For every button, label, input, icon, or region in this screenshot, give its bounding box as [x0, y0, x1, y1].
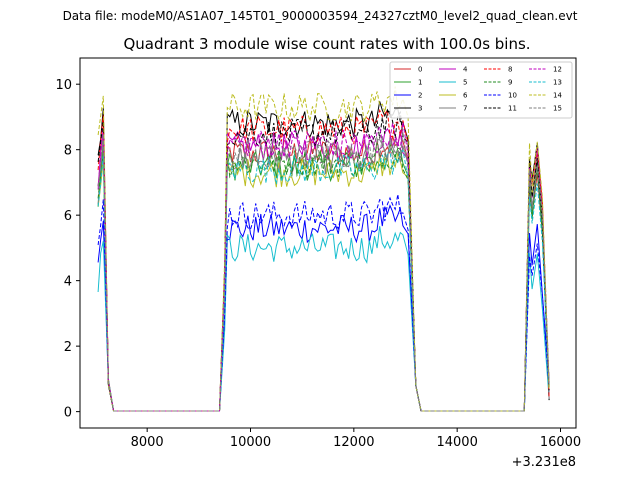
legend-label-2: 2	[418, 92, 422, 100]
legend-label-13: 13	[553, 79, 562, 87]
legend-label-5: 5	[463, 79, 467, 87]
legend-label-0: 0	[418, 66, 422, 74]
legend-label-9: 9	[508, 79, 512, 87]
series-line-3	[97, 101, 550, 412]
axes-frame	[79, 57, 577, 429]
x-tick-label: 8000	[131, 435, 164, 450]
legend-label-7: 7	[463, 105, 467, 113]
x-axis-offset-label: +3.231e8	[512, 455, 576, 470]
series-line-1	[97, 142, 550, 412]
series-line-2	[97, 204, 550, 412]
series-line-5	[97, 226, 550, 412]
legend-label-15: 15	[553, 105, 562, 113]
series-line-14	[97, 86, 550, 412]
legend-label-1: 1	[418, 79, 422, 87]
legend-box	[389, 61, 573, 119]
y-tick-label: 8	[64, 144, 72, 159]
y-axis: 0 2 4 6 8 10	[55, 78, 80, 421]
y-tick-label: 4	[64, 275, 72, 290]
series-line-9	[97, 143, 550, 412]
series-line-13	[97, 148, 550, 412]
legend-label-6: 6	[463, 92, 468, 100]
series-line-15	[97, 131, 550, 412]
x-axis: 8000 10000 12000 14000 16000	[131, 428, 581, 450]
y-tick-label: 6	[64, 209, 72, 224]
legend-label-3: 3	[418, 105, 422, 113]
x-tick-label: 14000	[436, 435, 477, 450]
chart-suptitle: Data file: modeM0/AS1A07_145T01_90000035…	[63, 9, 578, 23]
legend-label-11: 11	[508, 105, 517, 113]
series-line-10	[97, 194, 550, 412]
legend-label-14: 14	[553, 92, 562, 100]
series-lines	[97, 86, 550, 412]
legend-label-12: 12	[553, 66, 562, 74]
series-line-6	[97, 152, 550, 412]
legend-label-8: 8	[508, 66, 512, 74]
x-tick-label: 10000	[230, 435, 271, 450]
x-tick-label: 16000	[540, 435, 581, 450]
x-tick-label: 12000	[333, 435, 374, 450]
y-tick-label: 2	[64, 340, 72, 355]
legend-label-4: 4	[463, 66, 468, 74]
y-tick-label: 10	[55, 78, 72, 93]
legend-label-10: 10	[508, 92, 517, 100]
series-line-7	[97, 136, 550, 412]
chart-title: Quadrant 3 module wise count rates with …	[123, 35, 530, 53]
y-tick-label: 0	[64, 406, 72, 421]
